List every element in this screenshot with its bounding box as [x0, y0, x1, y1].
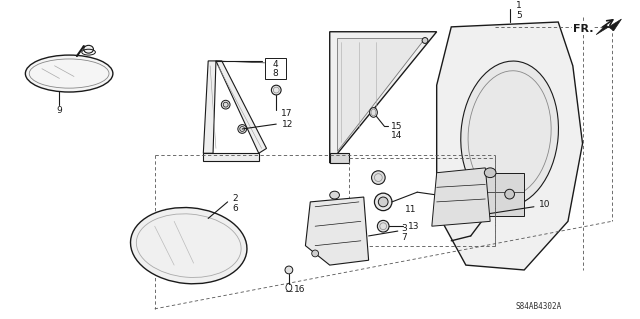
Bar [264, 58, 286, 79]
Ellipse shape [484, 168, 496, 178]
Ellipse shape [372, 171, 385, 184]
Ellipse shape [422, 38, 428, 43]
Ellipse shape [312, 250, 319, 257]
Polygon shape [204, 61, 216, 153]
Polygon shape [204, 153, 259, 161]
Ellipse shape [131, 208, 247, 284]
Ellipse shape [378, 220, 389, 232]
Ellipse shape [378, 197, 388, 207]
Polygon shape [337, 39, 425, 151]
Text: 4: 4 [273, 60, 278, 69]
Text: 14: 14 [391, 131, 403, 140]
Text: 7: 7 [402, 234, 408, 242]
Polygon shape [330, 153, 349, 163]
Polygon shape [436, 22, 582, 270]
Ellipse shape [238, 125, 246, 133]
Ellipse shape [26, 55, 113, 92]
Text: 12: 12 [282, 120, 294, 129]
Ellipse shape [461, 61, 559, 207]
Ellipse shape [330, 191, 339, 199]
Text: 13: 13 [408, 222, 419, 231]
Ellipse shape [505, 189, 515, 199]
Text: 5: 5 [516, 11, 522, 20]
Ellipse shape [374, 193, 392, 211]
Text: 8: 8 [273, 69, 278, 78]
FancyArrowPatch shape [602, 20, 612, 27]
Text: S84AB4302A: S84AB4302A [516, 302, 562, 311]
Polygon shape [305, 197, 369, 265]
Polygon shape [432, 168, 490, 226]
Text: 1: 1 [516, 1, 522, 10]
Polygon shape [596, 19, 621, 35]
Ellipse shape [271, 85, 281, 95]
Polygon shape [476, 173, 524, 217]
Ellipse shape [221, 100, 230, 109]
Ellipse shape [84, 45, 93, 53]
Text: 2: 2 [232, 195, 238, 204]
Text: 10: 10 [539, 200, 550, 209]
Text: 16: 16 [294, 285, 305, 294]
Ellipse shape [369, 108, 378, 117]
Text: 3: 3 [402, 224, 408, 233]
Text: 11: 11 [404, 205, 416, 214]
Polygon shape [330, 32, 436, 163]
Text: 9: 9 [56, 106, 62, 115]
Text: 6: 6 [232, 204, 238, 213]
Text: FR.: FR. [573, 24, 593, 34]
Text: 17: 17 [281, 109, 292, 118]
Text: 15: 15 [391, 122, 403, 130]
Polygon shape [216, 61, 266, 153]
Ellipse shape [285, 266, 292, 274]
